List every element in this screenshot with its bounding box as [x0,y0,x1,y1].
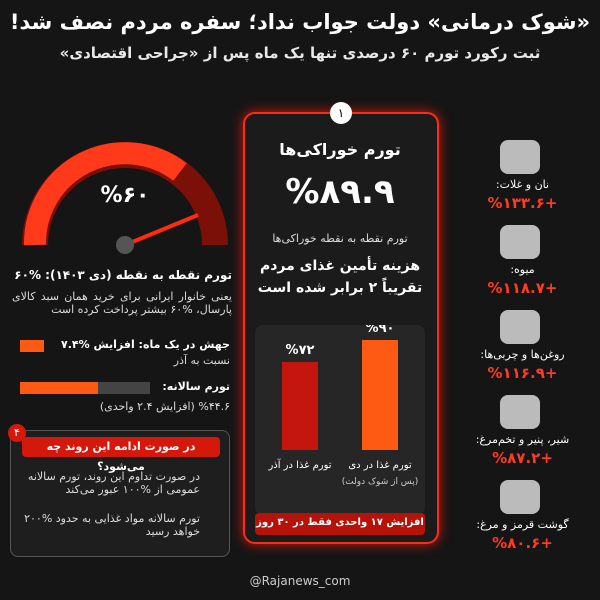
headline: تورم نقطه به نقطه (دی ۱۴۰۳): %۶۰ [14,268,232,282]
chart-footnote: افزایش ۱۷ واحدی فقط در ۳۰ روز [255,517,424,528]
bullet: تورم سالانه مواد غذایی به حدود %۲۰۰ خواه… [24,512,200,538]
annual-label: تورم سالانه: [162,380,230,393]
statement: تقریباً ۲ برابر شده است [257,280,423,296]
figure-caption: تورم نقطه به نقطه خوراکی‌ها [272,232,408,245]
item-change: +%۱۱۶.۹ [487,364,558,382]
category-label: تورم غذا در دی [348,460,412,471]
title: «شوک درمانی» دولت جواب نداد؛ سفره مردم ن… [9,10,591,34]
item-icon [500,310,540,344]
subtitle: ثبت رکورد تورم ۶۰ درصدی تنها یک ماه پس ا… [59,44,541,62]
item-name: روغن‌ها و چربی‌ها: [480,348,565,361]
item-name: گوشت قرمز و مرغ: [476,518,569,531]
item-change: +%۸۷.۲ [492,449,553,467]
item-name: میوه: [510,263,535,276]
gauge: %۶۰ [22,142,228,254]
outlook-title: در صورت ادامه این روند چه می‌شود؟ [22,437,220,473]
bar [282,362,318,450]
jump-label: جهش در یک ماه: افزایش %۷.۴ [61,338,230,351]
statement: هزینه تأمین غذای مردم [259,258,421,274]
value-label: %۹۰ [366,325,395,336]
progress-bar [20,340,44,352]
bullet: در صورت تداوم این روند، تورم سالانه عموم… [27,470,200,496]
category-label: تورم غذا در آذر [267,458,331,471]
note: یعنی خانوار ایرانی برای خرید همان سبد کا… [12,290,232,316]
figure: %۸۹.۹ [285,172,395,212]
item-change: +%۱۱۸.۷ [487,279,558,297]
annual-detail: %۴۴.۶ (افزایش ۲.۴ واحدی) [99,400,230,413]
progress-track [20,382,150,394]
item-icon [500,225,540,259]
item-icon [500,140,540,174]
item-change: +%۸۰.۶ [492,534,553,552]
item-name: نان و غلات: [495,178,550,191]
footer-handle: @Rajanews_com [249,574,351,588]
gauge-label: %۶۰ [101,183,150,208]
badge: ۱ [330,102,352,124]
annotation: (پس از شوک دولت) [342,476,419,487]
badge: ۴ [8,424,26,442]
bar-chart: افزایش ۱۷ واحدی فقط در ۳۰ روز %۷۲ تورم غذ… [255,325,425,535]
item-icon [500,395,540,429]
jump-detail: نسبت به آذر [173,354,230,367]
item-name: شیر، پنیر و تخم‌مرغ: [475,433,570,446]
center-title: تورم خوراکی‌ها [279,140,401,159]
item-icon [500,480,540,514]
value-label: %۷۲ [286,343,315,358]
item-change: +%۱۳۳.۶ [487,194,558,212]
bar [362,340,398,450]
